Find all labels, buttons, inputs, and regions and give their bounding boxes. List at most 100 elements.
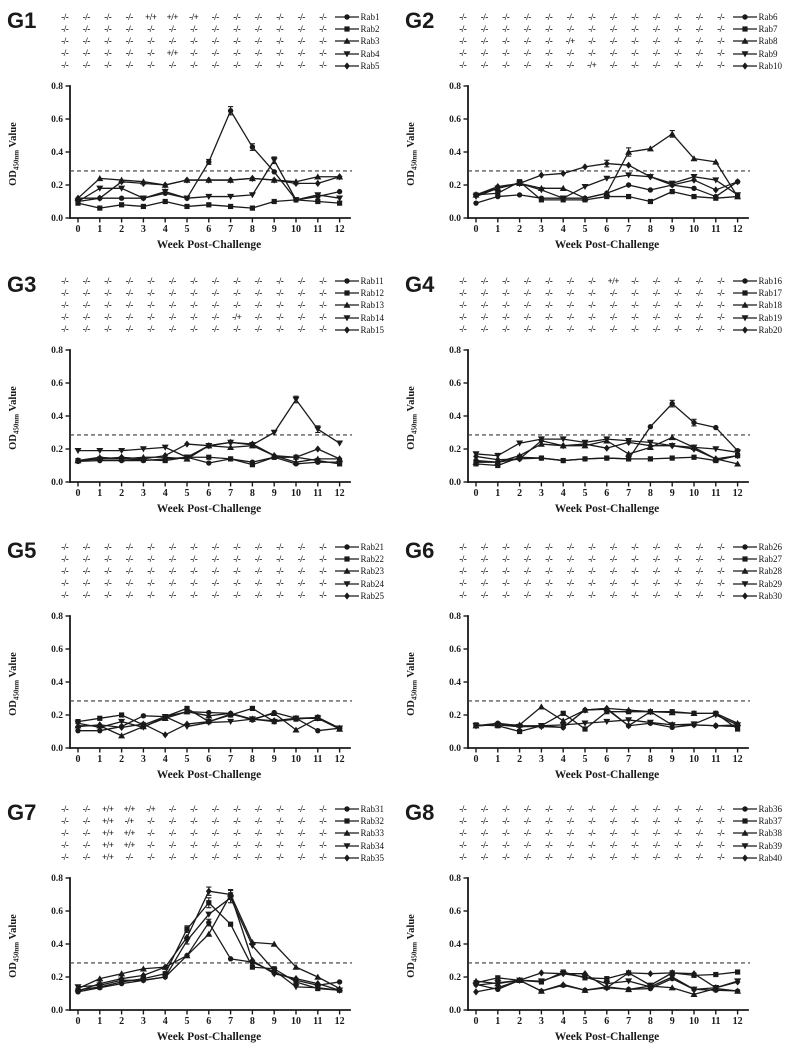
diamond-marker bbox=[118, 723, 125, 731]
square-marker bbox=[228, 456, 234, 462]
status-rab17-week6: -/- bbox=[588, 287, 596, 298]
circle-marker bbox=[516, 192, 523, 198]
status-rab13-week7: -/- bbox=[211, 299, 219, 310]
circle-marker bbox=[315, 727, 321, 734]
status-rab7-week0: -/- bbox=[459, 23, 467, 34]
triangle-down-marker bbox=[314, 985, 322, 992]
status-rab33-week3: +/+ bbox=[123, 827, 136, 838]
square-marker bbox=[741, 818, 748, 824]
status-rab22-week8: -/- bbox=[233, 553, 241, 564]
legend-marker-square bbox=[732, 818, 757, 824]
x-tick-label: 7 bbox=[626, 754, 631, 765]
status-rab32-week10: -/- bbox=[276, 815, 284, 826]
status-rab36-week1: -/- bbox=[480, 803, 488, 814]
status-row-rab24: -/- -/- -/- -/- -/- -/- -/- -/- -/- -/- -/- -/- -/- R… bbox=[54, 578, 397, 590]
y-tick-label: 0.8 bbox=[51, 612, 63, 622]
legend-rab34: Rab34 bbox=[334, 841, 384, 851]
triangle-down-marker bbox=[248, 192, 256, 199]
status-rab40-week9: -/- bbox=[652, 852, 660, 863]
legend-label-rab24: Rab24 bbox=[360, 578, 385, 589]
legend-rab40: Rab40 bbox=[732, 853, 782, 863]
status-rab14-week0: -/- bbox=[61, 312, 69, 323]
x-tick-label: 8 bbox=[250, 1016, 255, 1027]
status-rab21-week3: -/- bbox=[125, 541, 133, 552]
diamond-marker bbox=[184, 176, 190, 184]
status-rab39-week8: -/- bbox=[631, 840, 639, 851]
square-marker bbox=[538, 197, 544, 203]
square-marker bbox=[337, 461, 343, 467]
status-rab23-week9: -/- bbox=[254, 565, 262, 576]
status-rab12-week3: -/- bbox=[125, 287, 133, 298]
status-rab28-week5: -/- bbox=[566, 565, 574, 576]
status-rab14-week10: -/- bbox=[276, 312, 284, 323]
x-tick-label: 2 bbox=[517, 224, 522, 235]
circle-marker bbox=[343, 806, 350, 812]
status-rab11-week8: -/- bbox=[233, 275, 241, 286]
status-rab5-week9: -/- bbox=[254, 60, 262, 71]
status-rab1-week0: -/- bbox=[61, 11, 69, 22]
panel-title-g7: G7 bbox=[7, 800, 37, 825]
legend-label-rab5: Rab5 bbox=[360, 60, 380, 71]
diamond-marker bbox=[293, 975, 299, 983]
x-tick-label: 5 bbox=[185, 224, 190, 235]
status-rab14-week11: -/- bbox=[297, 312, 305, 323]
square-marker bbox=[741, 290, 748, 296]
square-marker bbox=[140, 203, 146, 210]
status-rab21-week5: -/- bbox=[168, 541, 176, 552]
square-marker bbox=[495, 462, 501, 469]
status-rab15-week7: -/- bbox=[211, 324, 219, 335]
status-rab6-week11: -/- bbox=[695, 11, 703, 22]
x-tick-label: 7 bbox=[626, 488, 631, 499]
status-rab31-week11: -/- bbox=[297, 803, 305, 814]
diamond-marker bbox=[75, 722, 81, 731]
status-rab33-week4: -/- bbox=[147, 827, 155, 838]
square-marker bbox=[206, 202, 212, 208]
status-row-rab15: -/- -/- -/- -/- -/- -/- -/- -/- -/- -/- -/- -/- -/- R… bbox=[54, 324, 397, 336]
status-rab9-week1: -/- bbox=[480, 48, 488, 59]
diamond-marker bbox=[538, 171, 545, 179]
status-rab29-week1: -/- bbox=[480, 578, 488, 589]
x-tick-label: 6 bbox=[604, 1016, 609, 1027]
status-rab5-week5: -/- bbox=[168, 60, 176, 71]
axes bbox=[467, 349, 749, 483]
status-rab27-week8: -/- bbox=[631, 553, 639, 564]
x-tick-label: 0 bbox=[76, 1016, 81, 1027]
status-rab40-week11: -/- bbox=[695, 852, 703, 863]
panel-g8: G8 -/- -/- -/- -/- -/- -/- -/- -/- -/- -/- -/- -/- -/… bbox=[398, 800, 795, 1045]
triangle-down-marker bbox=[205, 911, 213, 918]
triangle-marker bbox=[690, 155, 698, 162]
x-axis-title: Week Post-Challenge bbox=[157, 239, 261, 251]
status-rab27-week0: -/- bbox=[459, 553, 467, 564]
triangle-marker bbox=[734, 460, 742, 467]
status-row-rab1: -/- -/- -/- -/- +/+ +/+ -/+ -/- -/- -/- -/- -/- -/- R… bbox=[54, 11, 397, 23]
status-rab5-week10: -/- bbox=[276, 60, 284, 71]
status-rab37-week11: -/- bbox=[695, 815, 703, 826]
status-rab23-week10: -/- bbox=[276, 565, 284, 576]
status-rab18-week11: -/- bbox=[695, 299, 703, 310]
legend-label-rab15: Rab15 bbox=[360, 324, 385, 335]
diamond-marker bbox=[669, 181, 676, 189]
diamond-marker bbox=[647, 970, 654, 978]
square-marker bbox=[626, 456, 632, 462]
status-rab26-week3: -/- bbox=[523, 541, 531, 552]
status-rab10-week1: -/- bbox=[480, 60, 488, 71]
x-tick-label: 12 bbox=[335, 488, 345, 499]
status-row-rab16: -/- -/- -/- -/- -/- -/- -/- +/+ -/- -/- -/- -/- -/- R… bbox=[452, 275, 795, 287]
status-row-rab8: -/- -/- -/- -/- -/- -/+ -/- -/- -/- -/- -/- -/- -/- R… bbox=[452, 35, 795, 47]
square-marker bbox=[184, 926, 190, 932]
status-rab21-week6: -/- bbox=[190, 541, 198, 552]
diamond-marker bbox=[293, 714, 299, 722]
legend-marker-triangle-down bbox=[334, 314, 359, 322]
diamond-marker bbox=[741, 592, 748, 600]
circle-marker bbox=[336, 188, 343, 195]
status-rab24-week8: -/- bbox=[233, 578, 241, 589]
legend-rab7: Rab7 bbox=[732, 24, 778, 34]
square-marker bbox=[604, 976, 610, 982]
square-marker bbox=[713, 971, 719, 978]
legend-rab2: Rab2 bbox=[334, 24, 380, 34]
y-tick-label: 0.6 bbox=[51, 645, 63, 655]
circle-marker bbox=[669, 400, 675, 407]
y-tick-label: 0.4 bbox=[51, 940, 63, 950]
square-marker bbox=[604, 193, 610, 200]
